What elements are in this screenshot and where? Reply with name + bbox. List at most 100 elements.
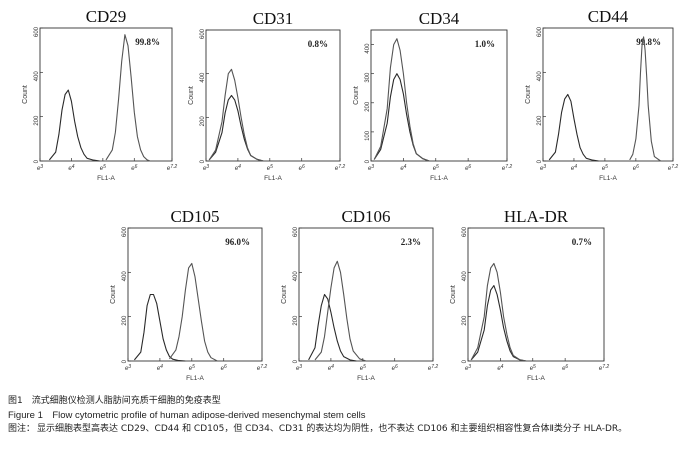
y-tick-label: 0: [293, 359, 299, 363]
x-tick-label: e5: [433, 164, 439, 172]
positive-percent: 99.8%: [135, 37, 160, 47]
y-tick-label: 200: [122, 315, 128, 326]
x-tick-label: e5: [602, 164, 608, 172]
x-tick-label: e4: [571, 164, 577, 172]
x-tick-label: e6: [131, 164, 137, 172]
y-tick-label: 200: [293, 315, 299, 326]
x-axis-label: FL1-A: [599, 175, 617, 182]
plot-frame: [39, 27, 173, 162]
positive-percent: 0.7%: [572, 237, 592, 247]
x-tick-label: e3: [368, 164, 374, 172]
x-tick-label: e6: [221, 364, 227, 372]
plot-frame: [542, 27, 674, 162]
x-tick-label: e4: [328, 364, 334, 372]
y-axis-label: Count: [22, 85, 29, 104]
panel-title: CD29: [86, 7, 127, 26]
x-tick-label: e7.2: [257, 364, 268, 372]
y-tick-label: 200: [365, 101, 371, 112]
x-tick-label: e5: [100, 164, 106, 172]
figure-note-label: 图注：: [8, 424, 36, 434]
caption-cn-text: 图1 流式细胞仪检测人脂肪间充质干细胞的免疫表型: [8, 396, 221, 406]
sample-histogram: [169, 262, 218, 362]
y-tick-label: 600: [34, 26, 40, 37]
positive-percent: 1.0%: [475, 39, 495, 49]
y-tick-label: 300: [365, 72, 371, 83]
x-tick-label: e7.2: [668, 164, 679, 172]
flow-cytometry-panels: CD29 99.8% 0 200 400 600 e3 e4 e5 e6 e7.2 FL1-A Coun…: [22, 7, 678, 382]
x-tick-label: e7.2: [167, 164, 178, 172]
y-tick-label: 600: [200, 28, 206, 39]
x-tick-label: e3: [125, 364, 131, 372]
y-axis-label: Count: [353, 86, 360, 105]
x-tick-label: e6: [299, 164, 305, 172]
y-tick-label: 0: [537, 159, 543, 163]
panel-title: CD31: [253, 9, 294, 28]
positive-percent: 2.3%: [401, 237, 421, 247]
x-tick-label: e6: [633, 164, 639, 172]
sample-histogram: [470, 262, 527, 362]
y-tick-label: 600: [537, 26, 543, 37]
control-histogram: [208, 94, 264, 162]
x-tick-label: e3: [465, 364, 471, 372]
x-tick-label: e3: [296, 364, 302, 372]
x-tick-label: e4: [400, 164, 406, 172]
control-histogram: [548, 93, 599, 162]
x-axis-label: FL1-A: [97, 175, 115, 182]
y-axis-label: Count: [281, 285, 288, 304]
histogram-panel-cd29: CD29 99.8% 0 200 400 600 e3 e4 e5 e6 e7.2 FL1-A Coun…: [22, 7, 177, 182]
panel-title: HLA-DR: [504, 207, 569, 226]
y-tick-label: 200: [200, 116, 206, 127]
x-axis-label: FL1-A: [264, 175, 282, 182]
plot-frame: [298, 227, 434, 362]
plot-frame: [205, 29, 341, 162]
y-tick-label: 400: [34, 71, 40, 82]
y-tick-label: 400: [537, 71, 543, 82]
x-tick-label: e4: [68, 164, 74, 172]
control-histogram: [48, 89, 100, 162]
histogram-panel-cd34: CD34 1.0% 0 100 200 300 400 e3 e4 e5 e6 e7.2 FL1-A Co…: [353, 9, 512, 182]
x-tick-label: e3: [203, 164, 209, 172]
figure-note: 图注： 显示细胞表型高表达 CD29、CD44 和 CD105，但 CD34、CD…: [8, 423, 692, 436]
y-tick-label: 600: [122, 226, 128, 237]
y-tick-label: 400: [462, 271, 468, 282]
figure-caption-english: Figure 1 Flow cytometric profile of huma…: [8, 409, 365, 422]
x-axis-label: FL1-A: [357, 375, 375, 382]
histogram-panel-hla-dr: HLA-DR 0.7% 0 200 400 600 e3 e4 e5 e6 e7.2 FL1-A Cou…: [450, 207, 609, 382]
sample-histogram: [314, 260, 367, 362]
y-tick-label: 100: [365, 130, 371, 141]
x-tick-label: e7.2: [502, 164, 513, 172]
x-axis-label: FL1-A: [430, 175, 448, 182]
y-axis-label: Count: [525, 85, 532, 104]
sample-histogram: [105, 34, 151, 162]
x-tick-label: e6: [392, 364, 398, 372]
x-tick-label: e4: [497, 364, 503, 372]
x-tick-label: e5: [530, 364, 536, 372]
x-tick-label: e7.2: [335, 164, 346, 172]
plot-frame: [467, 227, 605, 362]
y-tick-label: 0: [122, 359, 128, 363]
y-tick-label: 400: [293, 271, 299, 282]
caption-en-text: Figure 1 Flow cytometric profile of huma…: [8, 410, 366, 421]
histogram-panel-cd105: CD105 96.0% 0 200 400 600 e3 e4 e5 e6 e7.2 FL1-A Cou…: [110, 207, 267, 382]
control-histogram: [373, 73, 430, 162]
y-tick-label: 600: [462, 226, 468, 237]
panel-title: CD105: [170, 207, 219, 226]
plot-frame: [127, 227, 263, 362]
x-tick-label: e6: [562, 364, 568, 372]
y-tick-label: 200: [34, 115, 40, 126]
positive-percent: 96.0%: [225, 237, 250, 247]
y-tick-label: 400: [365, 43, 371, 54]
x-axis-label: FL1-A: [527, 375, 545, 382]
x-axis-label: FL1-A: [186, 375, 204, 382]
y-tick-label: 400: [122, 271, 128, 282]
y-tick-label: 600: [293, 226, 299, 237]
x-tick-label: e6: [465, 164, 471, 172]
histogram-panel-cd44: CD44 99.8% 0 200 400 600 e3 e4 e5 e6 e7.2 FL1-A Coun…: [525, 7, 678, 182]
y-tick-label: 0: [200, 159, 206, 163]
control-histogram: [308, 293, 357, 362]
y-tick-label: 200: [537, 115, 543, 126]
control-histogram: [470, 285, 527, 362]
x-tick-label: e4: [157, 364, 163, 372]
x-tick-label: e7.2: [428, 364, 439, 372]
x-tick-label: e3: [37, 164, 43, 172]
